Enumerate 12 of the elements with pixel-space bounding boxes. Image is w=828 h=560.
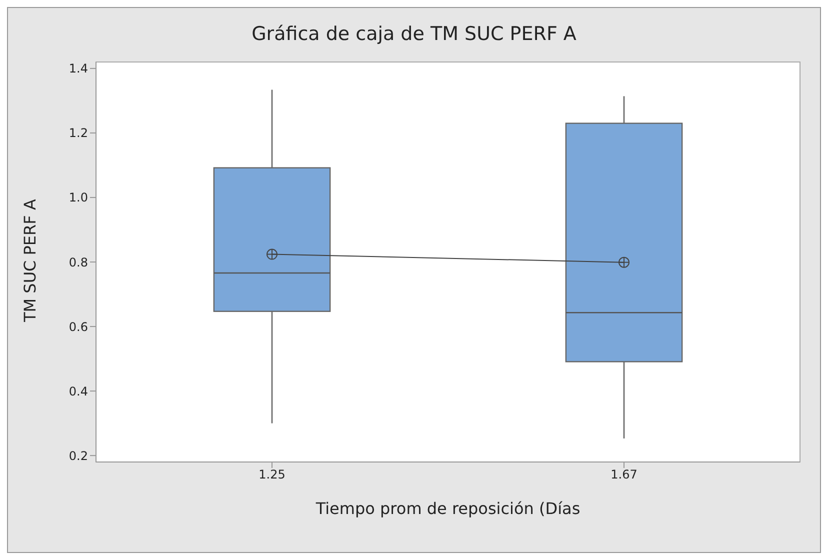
y-tick-label: 0.2 bbox=[68, 448, 88, 463]
y-tick-label: 1.2 bbox=[68, 126, 88, 140]
y-tick-label: 0.6 bbox=[68, 320, 88, 334]
x-tick-label: 1.25 bbox=[258, 468, 286, 482]
y-axis-title: TM SUC PERF A bbox=[20, 199, 40, 323]
x-axis-title: Tiempo prom de reposición (Días bbox=[314, 499, 580, 518]
y-tick-label: 0.8 bbox=[68, 255, 88, 270]
y-tick-label: 0.4 bbox=[68, 384, 88, 398]
chart-title: Gráfica de caja de TM SUC PERF A bbox=[252, 23, 576, 45]
y-tick-label: 1.0 bbox=[68, 190, 88, 205]
x-tick-label: 1.67 bbox=[610, 468, 638, 482]
y-tick-label: 1.4 bbox=[68, 62, 88, 76]
